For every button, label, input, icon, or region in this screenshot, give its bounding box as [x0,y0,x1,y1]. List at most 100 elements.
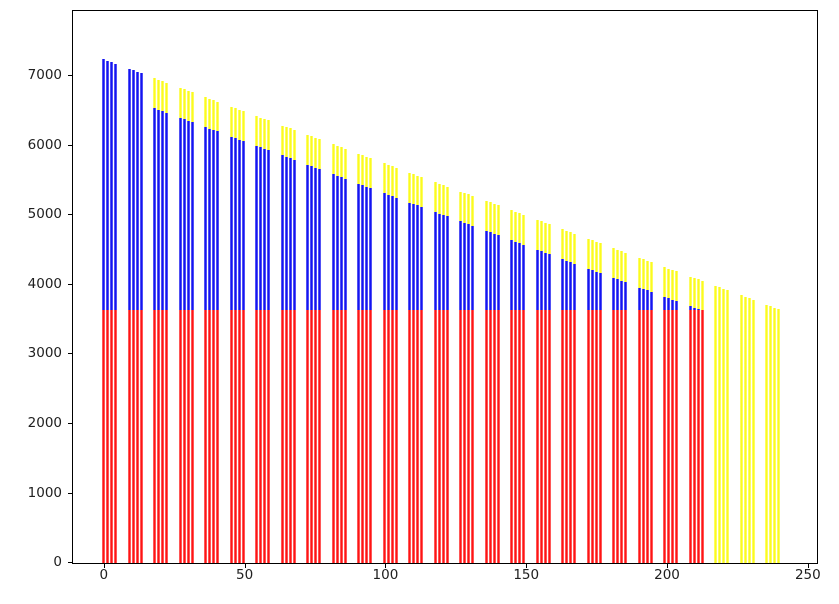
bar-segment-yellow [365,156,369,187]
bar-segment-yellow [335,145,339,176]
bar-segment-yellow [518,213,522,244]
bar-segment-red [165,310,169,563]
bar-segment-blue [165,112,169,311]
y-axis-tick [68,75,72,77]
bar-segment-blue [641,289,645,311]
bar-segment-blue [114,63,118,311]
bar-segment-yellow [714,285,718,563]
bar-segment-yellow [433,182,437,213]
bar-segment-red [510,310,514,563]
bar-segment-red [161,310,165,563]
bar-segment-blue [612,278,616,311]
bar-segment-red [394,310,398,563]
bar-segment-blue [616,279,620,311]
bar-segment-blue [106,60,110,311]
bar-segment-yellow [674,271,678,302]
bar-segment-red [139,310,143,563]
bar-segment-red [573,310,577,563]
bar-segment-red [179,310,183,563]
bar-segment-yellow [441,185,445,215]
bar-segment-red [488,310,492,563]
bar-segment-yellow [382,163,386,194]
bar-segment-yellow [692,277,696,308]
bar-segment-blue [696,309,700,311]
bar-segment-blue [649,291,653,311]
bar-segment-yellow [700,280,704,311]
bar-segment-yellow [343,148,347,179]
bar-segment-red [114,310,118,563]
bar-segment-yellow [284,127,288,157]
y-axis-tick [68,353,72,355]
bar-segment-yellow [539,221,543,252]
bar-segment-red [561,310,565,563]
bar-segment-red [535,310,539,563]
y-axis-tick-label: 2000 [27,414,62,431]
bar-segment-yellow [420,177,424,207]
bar-segment-yellow [437,183,441,214]
bar-segment-yellow [641,259,645,289]
y-axis-tick [68,492,72,494]
bar-segment-blue [514,241,518,311]
y-axis-tick-label: 1000 [27,484,62,501]
bar-segment-yellow [624,252,627,283]
bar-segment-yellow [216,101,220,132]
bar-segment-red [463,310,467,563]
bar-segment-blue [128,68,132,311]
bar-segment-yellow [565,230,569,261]
bar-segment-yellow [212,100,216,130]
bar-segment-yellow [204,97,208,128]
y-axis-tick [68,562,72,563]
bar-segment-red [267,310,271,563]
bar-segment-yellow [157,79,161,110]
y-axis-tick-label: 5000 [27,206,62,223]
bar-segment-red [369,310,373,563]
bar-segment-yellow [369,158,373,189]
bar-segment-red [382,310,386,563]
bar-segment-yellow [772,307,776,563]
bar-segment-red [339,310,343,563]
bar-segment-red [437,310,441,563]
bar-segment-yellow [259,117,263,148]
bar-segment-blue [459,221,463,311]
bar-segment-blue [179,117,183,311]
bar-segment-blue [535,249,539,311]
bar-segment-red [365,310,369,563]
y-axis-tick [68,422,72,424]
bar-segment-blue [361,185,365,311]
bar-segment-red [128,310,132,563]
x-axis-tick [244,564,246,568]
bar-segment-red [357,310,361,563]
bar-segment-blue [539,251,543,311]
bar-segment-blue [637,287,641,311]
bar-segment-red [233,310,237,563]
bar-segment-yellow [390,166,394,197]
bar-segment-yellow [671,269,675,300]
bar-segment-red [624,310,627,563]
bar-segment-red [620,310,624,563]
y-axis-tick-label: 7000 [27,67,62,84]
bar-segment-blue [216,131,220,311]
bar-segment-blue [230,136,234,311]
bar-segment-blue [573,263,577,311]
x-axis-tick [103,564,105,568]
bar-segment-yellow [739,295,743,563]
bar-segment-red [314,310,318,563]
bar-segment-yellow [769,306,773,563]
bar-segment-yellow [743,296,747,563]
bar-segment-red [539,310,543,563]
bar-segment-blue [139,73,143,311]
bar-segment-red [518,310,522,563]
bar-segment-yellow [569,232,573,263]
bar-segment-yellow [288,128,292,159]
bar-segment-yellow [412,174,416,204]
bar-segment-yellow [190,92,194,123]
bar-segment-yellow [590,240,594,271]
bar-segment-yellow [645,260,649,291]
bar-segment-red [420,310,424,563]
bar-segment-red [637,310,641,563]
bar-segment-yellow [267,120,271,151]
bar-segment-yellow [586,238,590,269]
bar-segment-red [514,310,518,563]
bar-segment-red [543,310,547,563]
bar-segment-red [102,310,106,563]
